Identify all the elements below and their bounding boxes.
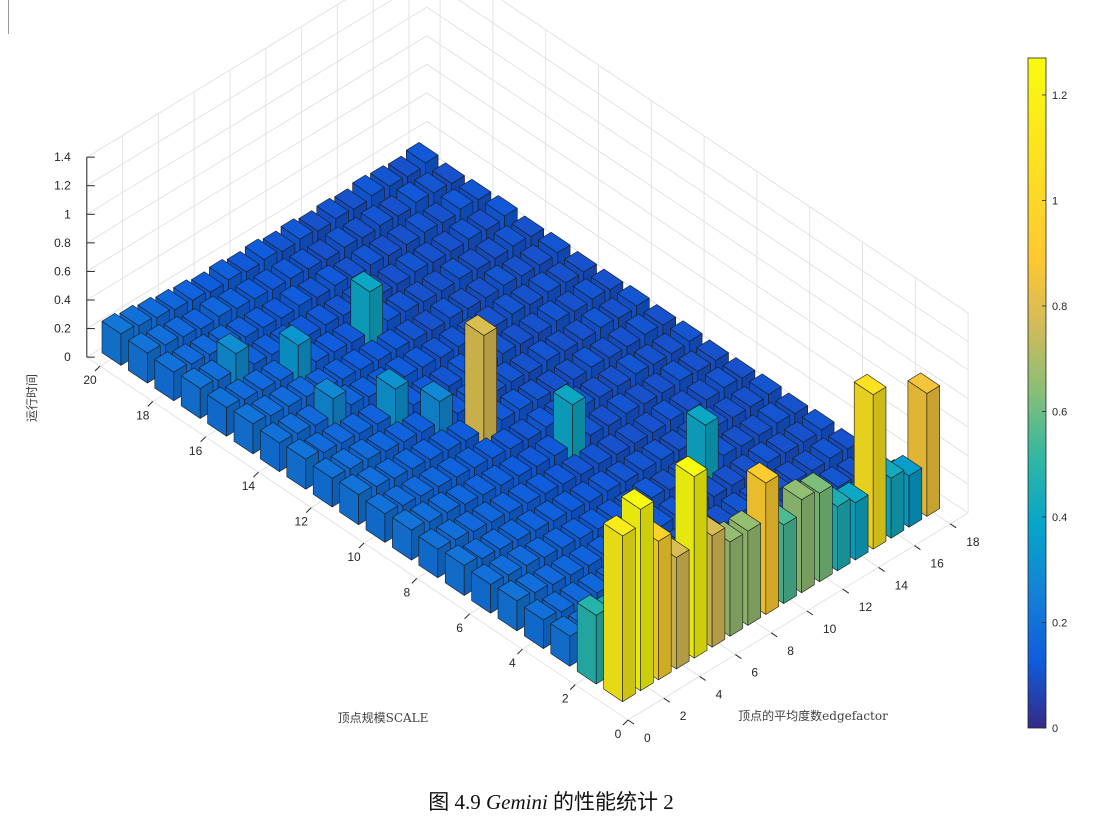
ticks-layer: 0 0.2 0.4 0.6 0.8 1 1.2 1.4 0 2 4 6 8 10 12 14 16 18 20 0 2 4…: [54, 150, 980, 745]
z-tick-label: 1.2: [54, 179, 71, 193]
y-tick-label: 2: [680, 709, 687, 723]
colorbar-tick-label: 0.6: [1052, 406, 1067, 418]
y-tick-label: 18: [966, 535, 980, 549]
x-tick-label: 18: [136, 408, 150, 422]
x-tick-label: 8: [403, 585, 410, 599]
colorbar-tick-label: 0.4: [1052, 512, 1067, 524]
y-tick-label: 4: [716, 687, 723, 701]
bar: [686, 404, 719, 483]
x-tick-label: 6: [456, 621, 463, 635]
x-tick-label: 4: [509, 656, 516, 670]
colorbar-tick-label: 1.2: [1052, 90, 1067, 102]
bar: [553, 383, 586, 463]
bar: [603, 515, 636, 703]
bar3d-plot: 00.20.40.60.811.21.402468101214161820024…: [25, 0, 1067, 745]
y-tick-label: 10: [823, 622, 837, 636]
colorbar-tick-label: 0.2: [1052, 617, 1067, 629]
colorbar-tick-label: 0: [1052, 723, 1058, 735]
bar: [392, 509, 425, 561]
bars-layer: [101, 142, 941, 703]
x-tick-label: 2: [562, 692, 569, 706]
x-tick-label: 0: [615, 727, 622, 741]
colorbar: [1027, 57, 1047, 729]
caption-name: Gemini: [485, 790, 548, 814]
y-tick-label: 6: [751, 666, 758, 680]
y-tick-label: 8: [787, 644, 794, 658]
figure-caption: 图 4.9 Gemini 的性能统计 2: [0, 786, 1102, 816]
x-tick-label: 10: [347, 550, 361, 564]
x-tick-label: 16: [189, 444, 203, 458]
caption-prefix: 图 4.9: [428, 790, 486, 814]
z-tick-label: 0: [64, 350, 71, 364]
y-axis-label: 顶点的平均度数edgefactor: [738, 708, 888, 723]
z-tick-label: 0.6: [54, 264, 71, 278]
colorbar-ticks: 0 0.2 0.4 0.6 0.8 1 1.2: [1042, 90, 1067, 735]
y-tick-label: 16: [930, 557, 944, 571]
x-tick-label: 14: [242, 479, 256, 493]
bar: [464, 314, 498, 449]
colorbar-tick-label: 1: [1052, 195, 1058, 207]
x-axis-label: 顶点规模SCALE: [338, 710, 429, 725]
z-tick-label: 1.4: [54, 150, 71, 164]
y-tick-label: 14: [895, 578, 909, 592]
z-axis-label: 运行时间: [25, 374, 39, 422]
bar: [418, 528, 451, 579]
z-tick-label: 0.2: [54, 322, 71, 336]
z-tick-label: 0.4: [54, 293, 71, 307]
bar: [386, 290, 419, 328]
bar: [365, 492, 399, 543]
z-tick-label: 0.8: [54, 236, 71, 250]
bar: [312, 457, 346, 508]
page-corner-mark: [0, 0, 9, 34]
y-tick-label: 12: [859, 600, 873, 614]
bar: [286, 438, 319, 490]
x-tick-label: 20: [83, 373, 97, 387]
caption-suffix: 的性能统计 2: [547, 790, 674, 814]
x-tick-label: 12: [295, 515, 309, 529]
y-tick-label: 0: [644, 731, 651, 745]
colorbar-tick-label: 0.8: [1052, 301, 1067, 313]
z-tick-label: 1: [64, 207, 71, 221]
